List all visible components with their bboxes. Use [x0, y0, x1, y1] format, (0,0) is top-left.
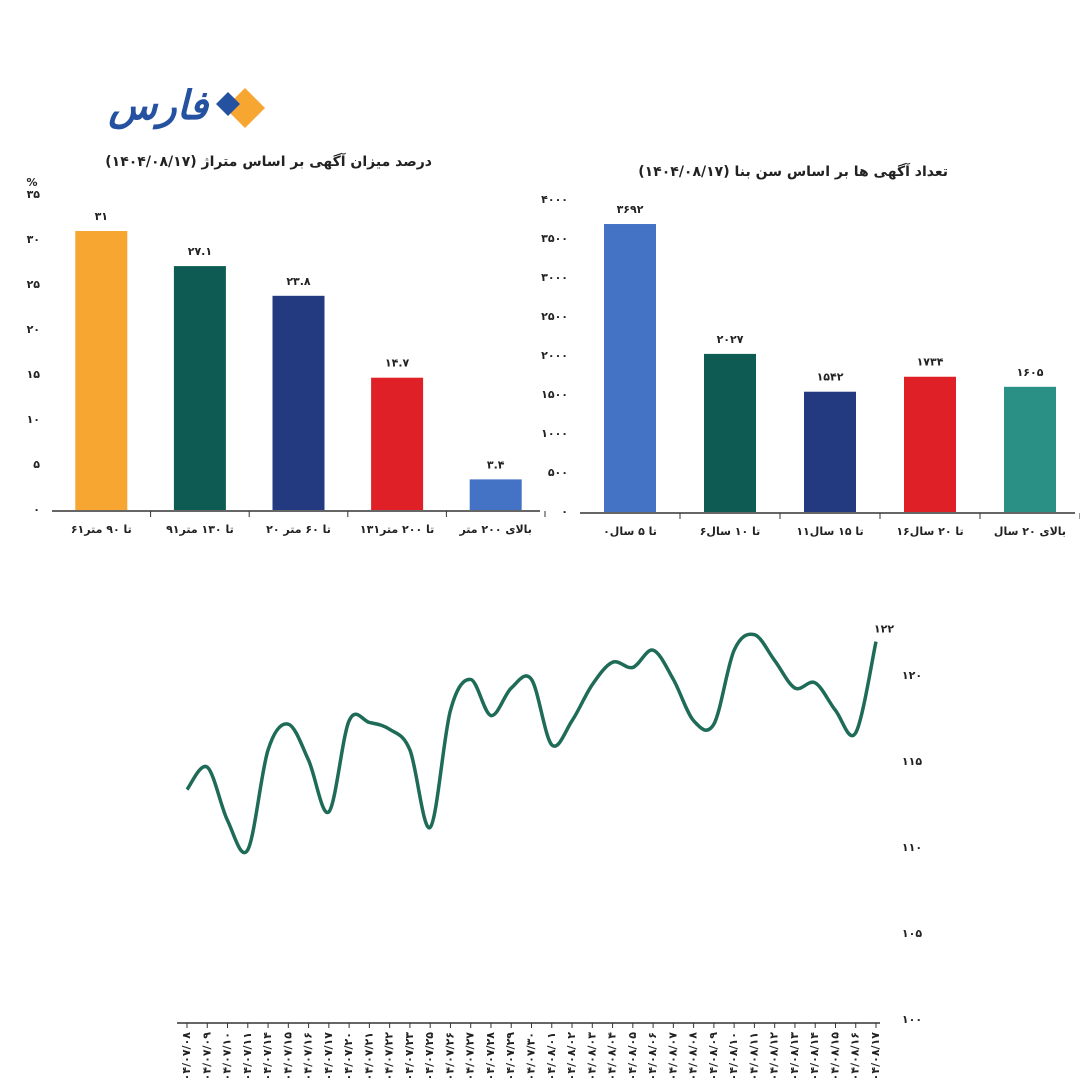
- y-tick-label: ۱۵۰۰: [541, 388, 568, 401]
- y-tick-label: ۳۰: [27, 233, 40, 246]
- x-tick-label: ۱۴۰۴/۰۷/۱۱: [241, 1032, 254, 1080]
- value-label: ۳۶۹۲: [617, 203, 644, 216]
- x-tick-label: ۱۴۰۴/۰۸/۱۵: [828, 1032, 841, 1080]
- x-tick-label: ۱۴۰۴/۰۷/۰۸: [180, 1032, 193, 1080]
- x-tick-label: ۱۴۰۴/۰۸/۱۴: [808, 1032, 821, 1080]
- x-tick-label: ۱۴۰۴/۰۸/۰۲: [565, 1032, 578, 1080]
- value-label: ۲۳.۸: [286, 275, 311, 288]
- bar: [371, 377, 424, 510]
- y-tick-label: ۲۵: [27, 278, 41, 291]
- value-label: ۲۷.۱: [188, 245, 212, 258]
- x-tick-label: ۱۴۰۴/۰۸/۰۵: [626, 1032, 639, 1080]
- bar: [173, 266, 226, 510]
- bar: [1004, 386, 1056, 512]
- x-tick-label: ۶تا ۱۰ سال: [700, 525, 761, 538]
- y-tick-label: ۱۱۰: [902, 841, 922, 854]
- y-tick-label: ۴۰۰۰: [541, 193, 568, 206]
- x-tick-label: ۱۴۰۴/۰۷/۲۱: [362, 1032, 375, 1080]
- x-tick-label: ۹۱تا ۱۳۰ متر: [166, 523, 234, 536]
- y-tick-label: ۳۵۰۰: [541, 232, 568, 245]
- bar: [704, 353, 756, 512]
- x-tick-label: ۱۴۰۴/۰۷/۰۹: [200, 1032, 213, 1080]
- x-tick-label: ۱۶تا ۲۰ سال: [896, 525, 963, 538]
- x-tick-label: ۱۴۰۴/۰۷/۱۰: [221, 1032, 234, 1080]
- y-tick-label: ۲۰: [27, 323, 40, 336]
- value-label: ۳.۴: [487, 458, 505, 471]
- x-tick-label: ۱۴۰۴/۰۷/۱۵: [281, 1032, 294, 1080]
- x-tick-label: ۱۳۱تا ۲۰۰ متر: [360, 523, 434, 536]
- x-tick-label: ۱۴۰۴/۰۷/۱۶: [302, 1032, 315, 1080]
- bar: [272, 295, 325, 510]
- y-tick-label: ۵۰۰: [548, 466, 568, 479]
- x-tick-label: ۱۴۰۴/۰۸/۰۳: [585, 1032, 598, 1080]
- y-tick-label: ۰: [33, 503, 40, 516]
- logo-diamond: [225, 88, 265, 128]
- x-tick-label: ۱۴۰۴/۰۸/۱۳: [788, 1032, 801, 1080]
- x-tick-label: ۶۱تا ۹۰ متر: [71, 523, 132, 536]
- x-tick-label: ۱۴۰۴/۰۷/۳۰: [525, 1032, 538, 1080]
- x-tick-label: ۱۴۰۴/۰۸/۱۰: [727, 1032, 740, 1080]
- value-label: ۱۷۳۴: [917, 356, 944, 369]
- x-tick-label: ۱۴۰۴/۰۸/۰۸: [687, 1032, 700, 1080]
- x-tick-label: ۱۴۰۴/۰۷/۱۴: [261, 1032, 274, 1080]
- logo-text: فارس: [108, 83, 210, 130]
- x-tick-label: بالای ۲۰۰ متر: [458, 523, 532, 536]
- x-tick-label: ۱۴۰۴/۰۸/۰۱: [545, 1032, 558, 1080]
- x-tick-label: ۱۴۰۴/۰۷/۲۸: [484, 1032, 497, 1080]
- x-tick-label: ۱۴۰۴/۰۸/۰۴: [606, 1032, 619, 1080]
- y-tick-label: ۱۰۰۰: [541, 427, 568, 440]
- x-tick-label: ۱۴۰۴/۰۷/۲۳: [403, 1032, 416, 1080]
- x-tick-label: ۱۴۰۴/۰۸/۰۷: [666, 1032, 679, 1080]
- bar: [904, 376, 956, 512]
- x-tick-label: ۱۴۰۴/۰۷/۲۰: [342, 1032, 355, 1080]
- logo-diamond: [216, 92, 240, 116]
- value-label: ۱۲۲: [874, 623, 894, 636]
- x-tick-label: ۱۴۰۴/۰۸/۰۶: [646, 1032, 659, 1080]
- x-tick-label: ۱۴۰۴/۰۸/۱۱: [747, 1032, 760, 1080]
- x-tick-label: ۱۱تا ۱۵ سال: [796, 525, 863, 538]
- value-label: ۱۶۰۵: [1017, 366, 1044, 379]
- bar: [804, 391, 856, 512]
- x-tick-label: ۱۴۰۴/۰۷/۲۷: [464, 1032, 477, 1080]
- x-tick-label: ۱۴۰۴/۰۷/۲۵: [423, 1032, 436, 1080]
- chart-title: تعداد آگهی ها بر اساس سن بنا (۱۴۰۴/۰۸/۱۷…: [638, 162, 948, 180]
- y-tick-label: ۵: [33, 458, 40, 471]
- y-tick-label: ۱۵: [27, 368, 41, 381]
- x-tick-label: ۱۴۰۴/۰۸/۱۲: [768, 1032, 781, 1080]
- x-tick-label: ۲۰ تا ۶۰ متر: [266, 523, 331, 536]
- y-tick-label: ۱۲۰: [902, 669, 922, 682]
- value-label: ۲۰۲۷: [717, 333, 744, 346]
- x-tick-label: ۱۴۰۴/۰۷/۲۲: [383, 1032, 396, 1080]
- y-tick-label: ۱۱۵: [902, 755, 922, 768]
- x-tick-label: ۱۴۰۴/۰۸/۰۹: [707, 1032, 720, 1080]
- y-tick-label: ۱۰: [27, 413, 40, 426]
- y-tick-label: ۲۰۰۰: [541, 349, 568, 362]
- line: [185, 632, 878, 855]
- x-tick-label: بالای ۲۰ سال: [994, 525, 1066, 538]
- y-tick-label: ۱۰۵: [902, 927, 922, 940]
- logo: فارس: [108, 83, 265, 130]
- bar: [604, 224, 656, 513]
- x-tick-label: ۱۴۰۴/۰۷/۲۶: [443, 1032, 456, 1080]
- y-tick-label: ۳۵: [27, 188, 41, 201]
- y-tick-label: ۰: [561, 505, 568, 518]
- x-tick-label: ۱۴۰۴/۰۷/۱۷: [322, 1032, 335, 1080]
- bar: [469, 479, 522, 510]
- value-label: ۳۱: [95, 210, 108, 223]
- bar: [75, 231, 128, 510]
- x-tick-label: ۱۴۰۴/۰۸/۱۷: [869, 1032, 882, 1080]
- value-label: ۱۵۴۲: [817, 371, 844, 384]
- x-tick-label: ۱۴۰۴/۰۸/۱۶: [849, 1032, 862, 1080]
- y-axis-label: %: [26, 176, 37, 189]
- y-tick-label: ۳۰۰۰: [541, 271, 568, 284]
- value-label: ۱۴.۷: [385, 357, 410, 370]
- x-tick-label: ۰تا ۵ سال: [603, 525, 657, 538]
- y-tick-label: ۲۵۰۰: [541, 310, 568, 323]
- chart-title: درصد میزان آگهی بر اساس متراژ (۱۴۰۴/۰۸/۱…: [105, 152, 432, 170]
- y-tick-label: ۱۰۰: [902, 1013, 922, 1026]
- x-tick-label: ۱۴۰۴/۰۷/۲۹: [504, 1032, 517, 1080]
